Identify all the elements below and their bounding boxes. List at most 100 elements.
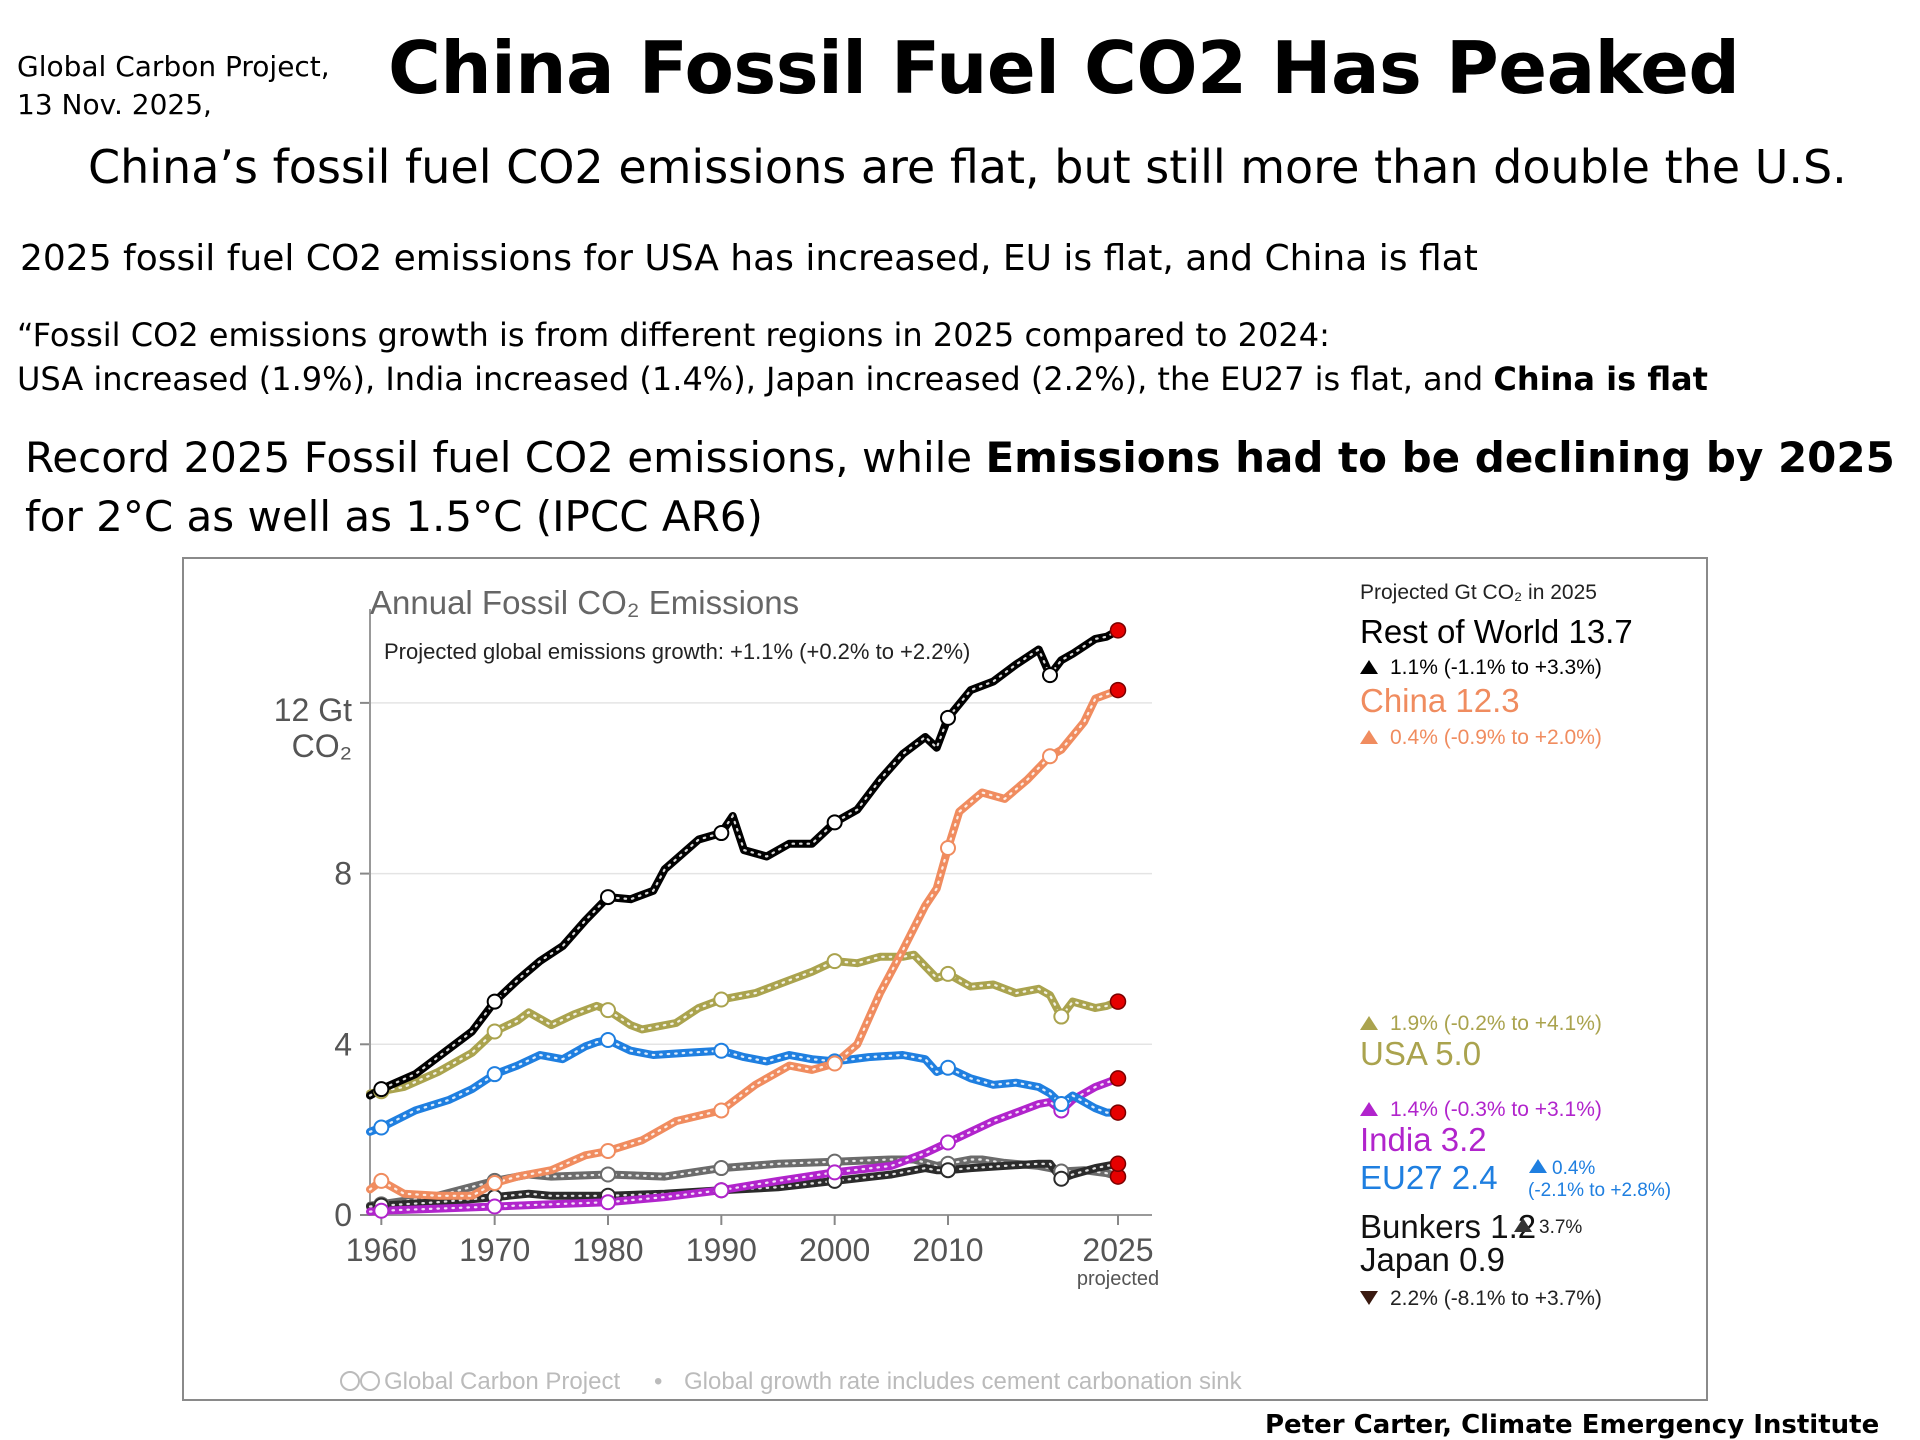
y-tick-label: 4	[334, 1026, 352, 1062]
data-point-usa-1990	[713, 991, 730, 1008]
legend-series-value: 13.7	[1568, 613, 1632, 650]
data-point-eu27-1970	[486, 1066, 503, 1083]
chart-frame: 0 4 8 1960 1970 1980 1990 2000 2010 2025 projected…	[182, 557, 1708, 1401]
data-point-row-1960	[373, 1081, 390, 1098]
y-tick-label: 0	[334, 1197, 352, 1233]
data-point-eu27-2020	[1053, 1096, 1070, 1113]
legend-change-row: 1.1% (-1.1% to +3.3%)	[1390, 656, 1602, 679]
chart-title: Annual Fossil CO₂ Emissions	[370, 584, 799, 621]
legend-series-value: 0.9	[1459, 1241, 1505, 1278]
author-credit: Peter Carter, Climate Emergency Institut…	[1265, 1410, 1880, 1440]
legend-change-bunkers: 3.7%	[1539, 1217, 1582, 1238]
x-tick-label: 1970	[459, 1232, 530, 1268]
legend-name-china: China 12.3	[1360, 682, 1520, 719]
legend-series-value: 2.4	[1452, 1159, 1498, 1196]
change-arrow-usa	[1360, 1016, 1378, 1030]
legend-name-bunkers: Bunkers 1.2	[1360, 1208, 1536, 1245]
data-point-india-1980	[600, 1194, 616, 1211]
change-arrow-eu27	[1529, 1159, 1547, 1173]
legend-series-value: 5.0	[1435, 1035, 1481, 1072]
legend-change-india: 1.4% (-0.3% to +3.1%)	[1390, 1098, 1602, 1121]
data-point-japan-1980	[600, 1166, 616, 1183]
change-arrow-japan	[1360, 1291, 1378, 1305]
legend-change-usa: 1.9% (-0.2% to +4.1%)	[1390, 1012, 1602, 1035]
change-arrow-china	[1360, 730, 1378, 744]
legend-layer: Rest of World 13.7 1.1% (-1.1% to +3.3%) C…	[1360, 613, 1671, 1310]
quote-line-2: USA increased (1.9%), India increased (1…	[17, 360, 1708, 398]
source-note-text: Global Carbon Project, 13 Nov. 2025,	[17, 50, 330, 121]
page-subtitle: China’s fossil fuel CO2 emissions are fl…	[88, 140, 1847, 194]
legend-change-china: 0.4% (-0.9% to +2.0%)	[1390, 726, 1602, 749]
by-icon	[360, 1371, 380, 1391]
data-point-usa-2020	[1053, 1008, 1070, 1025]
data-point-japan-1990	[713, 1160, 730, 1177]
record-line-1-bold: Emissions had to be declining by 2025	[985, 433, 1895, 482]
data-point-row-2000	[826, 814, 843, 831]
x-tick-label: 2010	[912, 1232, 983, 1268]
series-dots-eu27	[368, 1038, 1120, 1133]
legend-series-name: Japan	[1360, 1241, 1459, 1278]
data-point-china-2000	[826, 1055, 843, 1072]
x-tick-label: 1980	[572, 1232, 643, 1268]
legend-name-usa: USA 5.0	[1360, 1035, 1481, 1072]
data-point-usa-2000	[826, 953, 843, 970]
legend-change-eu27-pct: 0.4%	[1552, 1158, 1595, 1179]
data-point-bunkers-2010	[940, 1162, 956, 1179]
legend-change-eu27-range: (-2.1% to +2.8%)	[1528, 1180, 1671, 1201]
data-point-usa-1980	[600, 1002, 616, 1019]
series-dots-usa	[368, 953, 1120, 1095]
data-point-row-2010	[940, 709, 956, 726]
data-point-china-2010	[940, 839, 956, 856]
data-point-usa-2010	[940, 965, 956, 982]
legend-series-name: China	[1360, 682, 1455, 719]
series-line-row	[366, 626, 1122, 1100]
y-tick-label: 8	[334, 856, 352, 892]
data-point-china-1990	[713, 1102, 730, 1119]
data-point-row-1980	[600, 889, 616, 906]
x-tick-label: 1960	[346, 1232, 417, 1268]
projected-point-bunkers	[1109, 1155, 1127, 1173]
data-point-india-2010	[940, 1134, 956, 1151]
change-arrow-india	[1360, 1102, 1378, 1116]
legend-name-japan: Japan 0.9	[1360, 1241, 1505, 1278]
data-point-row-1990	[713, 825, 730, 842]
legend-series-name: India	[1360, 1121, 1441, 1158]
data-point-usa-1970	[486, 1023, 503, 1040]
record-line-1-text: Record 2025 Fossil fuel CO2 emissions, w…	[25, 433, 986, 482]
data-point-india-1970	[486, 1198, 503, 1215]
projected-point-india	[1109, 1070, 1127, 1087]
projected-point-china	[1109, 681, 1127, 699]
data-point-eu27-2010	[940, 1059, 956, 1076]
projected-point-usa	[1109, 993, 1127, 1010]
data-point-eu27-1980	[600, 1032, 616, 1049]
data-point-india-1960	[373, 1202, 390, 1219]
x-tick-label: 1990	[686, 1232, 757, 1268]
data-point-china-1980	[600, 1142, 616, 1159]
y-axis-label-line2: CO₂	[292, 728, 352, 764]
record-line-1: Record 2025 Fossil fuel CO2 emissions, w…	[25, 433, 1895, 482]
y-axis-label-line1: 12 Gt	[274, 692, 352, 728]
footer-note: Global growth rate includes cement carbo…	[684, 1368, 1243, 1395]
data-point-row-2019	[1042, 667, 1058, 684]
record-line-2: for 2°C as well as 1.5°C (IPCC AR6)	[25, 492, 763, 541]
summary-line-2025: 2025 fossil fuel CO2 emissions for USA h…	[20, 238, 1478, 279]
series-layer	[366, 626, 1122, 1216]
data-point-china-1960	[373, 1172, 390, 1189]
change-arrow-row	[1360, 660, 1378, 674]
footer-credit: Global Carbon Project	[384, 1368, 620, 1395]
legend-name-row: Rest of World 13.7	[1360, 613, 1633, 650]
source-note: Global Carbon Project, 13 Nov. 2025,	[17, 48, 357, 124]
cc-icon	[340, 1371, 360, 1391]
data-point-row-1970	[486, 993, 503, 1010]
data-point-china-2019	[1042, 748, 1058, 765]
x-projected-label: projected	[1077, 1268, 1159, 1290]
legend-series-name: Rest of World	[1360, 613, 1568, 650]
series-dots-bunkers	[368, 1162, 1120, 1208]
projected-point-row	[1109, 622, 1127, 639]
data-point-india-2000	[826, 1164, 843, 1181]
emissions-chart: 0 4 8 1960 1970 1980 1990 2000 2010 2025projected…	[274, 581, 1671, 1395]
data-point-india-1990	[713, 1182, 730, 1199]
legend-change-japan: 2.2% (-8.1% to +3.7%)	[1390, 1287, 1602, 1310]
data-point-eu27-1960	[373, 1119, 390, 1136]
series-dots-row	[368, 629, 1120, 1097]
